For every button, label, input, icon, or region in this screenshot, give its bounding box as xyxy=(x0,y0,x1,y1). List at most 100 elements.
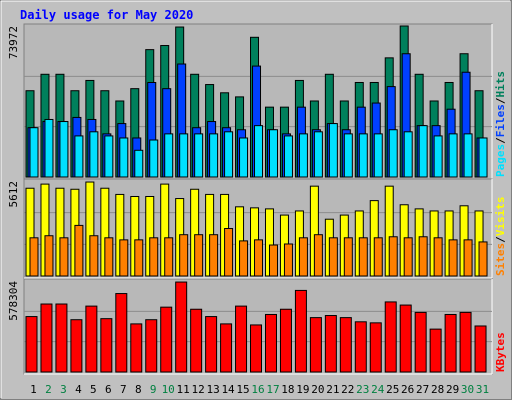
bar xyxy=(343,133,353,178)
bar xyxy=(399,304,412,373)
bar xyxy=(104,135,114,178)
bar xyxy=(463,239,473,277)
bar xyxy=(298,237,308,277)
x-tick-label: 19 xyxy=(296,383,309,396)
bar xyxy=(433,135,443,178)
bar xyxy=(70,319,83,373)
bar xyxy=(89,235,99,277)
x-tick-label: 10 xyxy=(162,383,175,396)
bar xyxy=(254,239,264,277)
bar xyxy=(388,236,398,277)
bar xyxy=(373,133,383,178)
bar xyxy=(134,239,144,277)
x-tick-label: 22 xyxy=(341,383,354,396)
bar xyxy=(209,133,219,178)
x-tick-label: 24 xyxy=(371,383,385,396)
x-tick-label: 23 xyxy=(356,383,369,396)
x-tick-label: 31 xyxy=(476,383,489,396)
bar xyxy=(433,237,443,277)
x-tick-label: 8 xyxy=(135,383,142,396)
bar xyxy=(444,313,457,373)
bar xyxy=(59,237,69,277)
bar xyxy=(175,281,188,373)
x-tick-label: 28 xyxy=(431,383,444,396)
bar xyxy=(209,234,219,277)
bar xyxy=(179,234,189,277)
bar xyxy=(254,125,264,178)
bar xyxy=(160,306,173,373)
bar xyxy=(328,237,338,277)
x-tick-label: 7 xyxy=(120,383,127,396)
y-max-label: 73972 xyxy=(7,26,20,59)
x-tick-label: 5 xyxy=(90,383,97,396)
bar xyxy=(179,133,189,178)
bar xyxy=(115,293,128,373)
bar xyxy=(194,133,204,178)
x-tick-label: 30 xyxy=(461,383,474,396)
bar xyxy=(44,235,54,277)
bar xyxy=(388,129,398,178)
bar xyxy=(283,135,293,178)
bar xyxy=(220,323,233,373)
bar xyxy=(298,133,308,178)
bar xyxy=(384,301,397,373)
legend-entry: Hits xyxy=(494,71,507,98)
legend: Sites/Visits xyxy=(494,197,507,277)
x-tick-label: 2 xyxy=(45,383,52,396)
bar xyxy=(164,237,174,277)
bar xyxy=(85,305,98,373)
legend: Pages/Files/Hits xyxy=(494,71,507,177)
bar xyxy=(339,317,352,373)
legend-entry: Pages xyxy=(494,144,507,177)
bar xyxy=(294,289,307,373)
bar xyxy=(478,241,488,277)
x-tick-label: 20 xyxy=(311,383,324,396)
legend-separator: / xyxy=(494,137,507,144)
bar xyxy=(459,311,472,373)
bar xyxy=(134,149,144,178)
x-tick-label: 15 xyxy=(236,383,249,396)
legend-entry: Sites xyxy=(494,243,507,276)
bar xyxy=(100,318,113,373)
x-tick-label: 26 xyxy=(401,383,414,396)
bar xyxy=(283,243,293,277)
y-max-label: 5612 xyxy=(7,181,20,208)
x-tick-label: 13 xyxy=(206,383,219,396)
x-tick-label: 3 xyxy=(60,383,67,396)
bar xyxy=(239,137,249,178)
bar xyxy=(224,228,234,277)
bar xyxy=(369,322,382,373)
bar xyxy=(324,315,337,373)
bar xyxy=(89,131,99,178)
x-tick-label: 14 xyxy=(221,383,235,396)
bar xyxy=(119,137,129,178)
bar xyxy=(149,237,159,277)
bar xyxy=(40,303,53,373)
bar xyxy=(279,308,292,373)
bar xyxy=(418,125,428,178)
x-tick-label: 6 xyxy=(105,383,112,396)
x-tick-label: 9 xyxy=(150,383,157,396)
x-tick-label: 18 xyxy=(281,383,294,396)
bar xyxy=(149,139,159,178)
bar xyxy=(25,316,38,373)
x-tick-label: 21 xyxy=(326,383,339,396)
bar xyxy=(313,234,323,277)
x-tick-label: 16 xyxy=(251,383,264,396)
bar xyxy=(74,224,84,277)
bar xyxy=(190,308,203,373)
bar xyxy=(224,131,234,178)
bar xyxy=(418,236,428,277)
bar xyxy=(373,237,383,277)
bar xyxy=(313,131,323,178)
legend-entry: KBytes xyxy=(494,332,507,372)
bar xyxy=(164,133,174,178)
bar xyxy=(358,133,368,178)
bar xyxy=(414,311,427,373)
bar xyxy=(328,123,338,178)
x-tick-label: 29 xyxy=(446,383,459,396)
bar xyxy=(74,135,84,178)
bar xyxy=(354,321,367,373)
bar xyxy=(59,121,69,178)
